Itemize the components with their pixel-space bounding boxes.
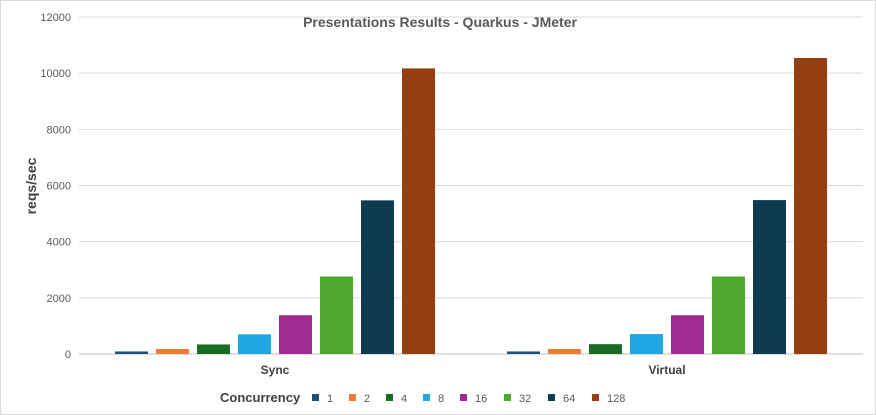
bar-sync-64	[361, 200, 394, 354]
legend-swatch-8	[423, 394, 430, 401]
bar-sync-1	[115, 351, 148, 354]
bars	[115, 58, 827, 354]
legend-label-2: 2	[364, 393, 370, 405]
grid-lines	[79, 16, 863, 355]
bar-sync-32	[320, 276, 353, 354]
legend-title: Concurrency	[220, 390, 301, 405]
x-axis-categories: Sync Virtual	[261, 363, 686, 377]
y-axis-ticks: 0 2000 4000 6000 8000 10000 12000	[40, 12, 71, 361]
bar-sync-8	[238, 334, 271, 354]
bar-virtual-1	[507, 351, 540, 354]
bar-sync-2	[156, 348, 189, 354]
y-tick-label: 0	[65, 349, 71, 361]
bar-virtual-16	[671, 315, 704, 354]
legend-label-4: 4	[401, 393, 407, 405]
legend-label-32: 32	[519, 393, 531, 405]
bar-virtual-128	[794, 58, 827, 354]
bar-sync-128	[402, 68, 435, 354]
bar-sync-16	[279, 315, 312, 354]
y-tick-label: 8000	[47, 124, 71, 136]
y-tick-label: 6000	[47, 181, 71, 193]
bar-virtual-32	[712, 276, 745, 354]
legend-swatch-128	[592, 394, 599, 401]
legend-swatch-2	[349, 394, 356, 401]
bar-sync-4	[197, 344, 230, 354]
y-tick-label: 4000	[47, 237, 71, 249]
legend-swatch-32	[504, 394, 511, 401]
bar-virtual-2	[548, 348, 581, 354]
bar-virtual-4	[589, 344, 622, 354]
y-tick-label: 12000	[40, 12, 71, 24]
legend-label-8: 8	[438, 393, 444, 405]
bar-virtual-8	[630, 334, 663, 354]
chart-title: Presentations Results - Quarkus - JMeter	[303, 14, 577, 30]
legend-label-128: 128	[607, 393, 625, 405]
legend-label-1: 1	[327, 393, 333, 405]
y-tick-label: 10000	[40, 68, 71, 80]
y-tick-label: 2000	[47, 293, 71, 305]
legend-swatch-1	[312, 394, 319, 401]
legend-swatch-16	[460, 394, 467, 401]
legend-label-16: 16	[475, 393, 487, 405]
category-label-sync: Sync	[261, 363, 290, 377]
category-label-virtual: Virtual	[648, 363, 685, 377]
y-axis-title: reqs/sec	[23, 157, 39, 214]
legend-swatch-64	[548, 394, 555, 401]
legend-label-64: 64	[563, 393, 575, 405]
bar-virtual-64	[753, 200, 786, 354]
legend-swatch-4	[386, 394, 393, 401]
legend: Concurrency 1 2 4 8 16 32 64 128	[220, 390, 625, 405]
